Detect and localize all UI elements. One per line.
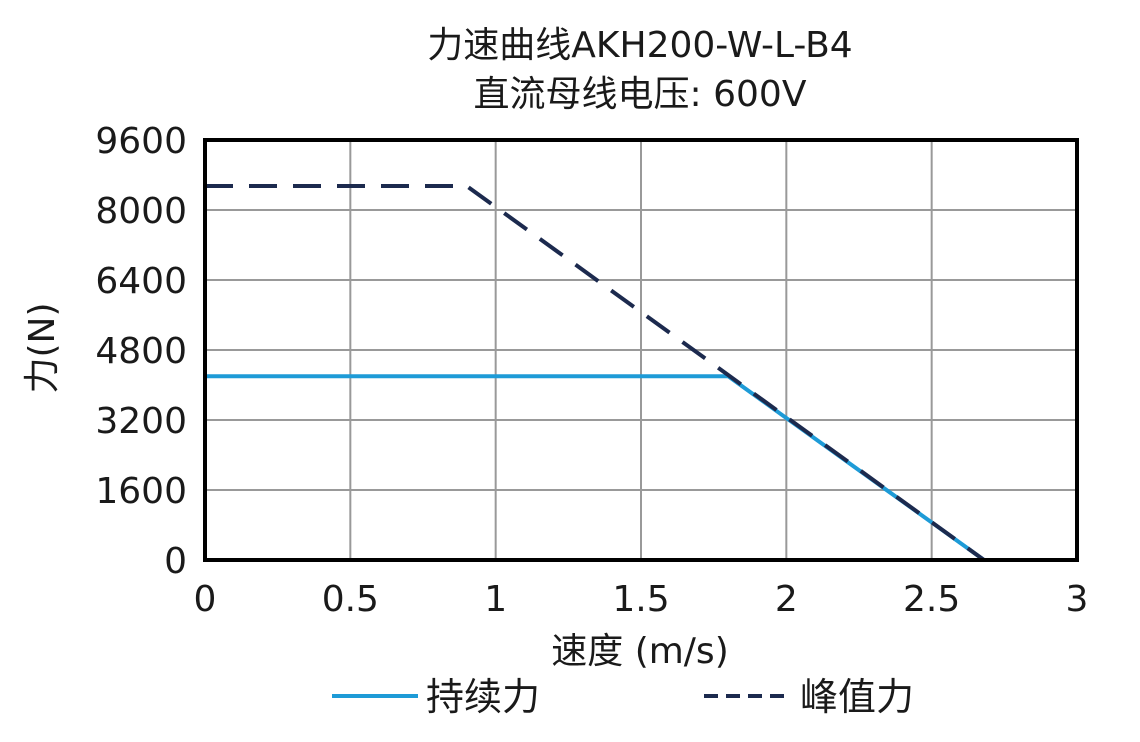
plot-frame [203,138,1079,562]
x-tick-label: 2.5 [903,579,960,620]
x-tick-label: 1 [484,579,507,620]
y-axis-label: 力(N) [22,302,63,393]
series-line-2 [205,183,986,562]
y-tick-label: 4800 [95,331,187,372]
chart-subtitle: 直流母线电压: 600V [474,74,807,115]
legend-label-2: 峰值力 [800,675,914,719]
legend-label-1: 持续力 [426,675,540,719]
x-tick-label: 0.5 [322,579,379,620]
legend: 持续力 峰值力 [332,675,914,719]
y-tick-label: 0 [164,541,187,582]
x-tick-label: 2 [775,579,798,620]
x-tick-labels: 0 0.5 1 1.5 2 2.5 3 [194,579,1089,620]
y-tick-labels: 0 1600 3200 4800 6400 8000 9600 [95,121,187,582]
chart-title: 力速曲线AKH200-W-L-B4 [427,25,852,66]
x-tick-label: 1.5 [612,579,669,620]
y-tick-label: 8000 [95,191,187,232]
x-tick-label: 3 [1066,579,1089,620]
series-group [205,183,986,562]
y-tick-label: 1600 [95,471,187,512]
x-axis-label: 速度 (m/s) [551,631,729,672]
y-tick-label: 3200 [95,401,187,442]
series-line-1 [205,374,986,562]
y-tick-label: 6400 [95,261,187,302]
y-tick-label: 9600 [95,121,187,162]
x-tick-label: 0 [194,579,217,620]
grid-lines [204,139,1078,561]
